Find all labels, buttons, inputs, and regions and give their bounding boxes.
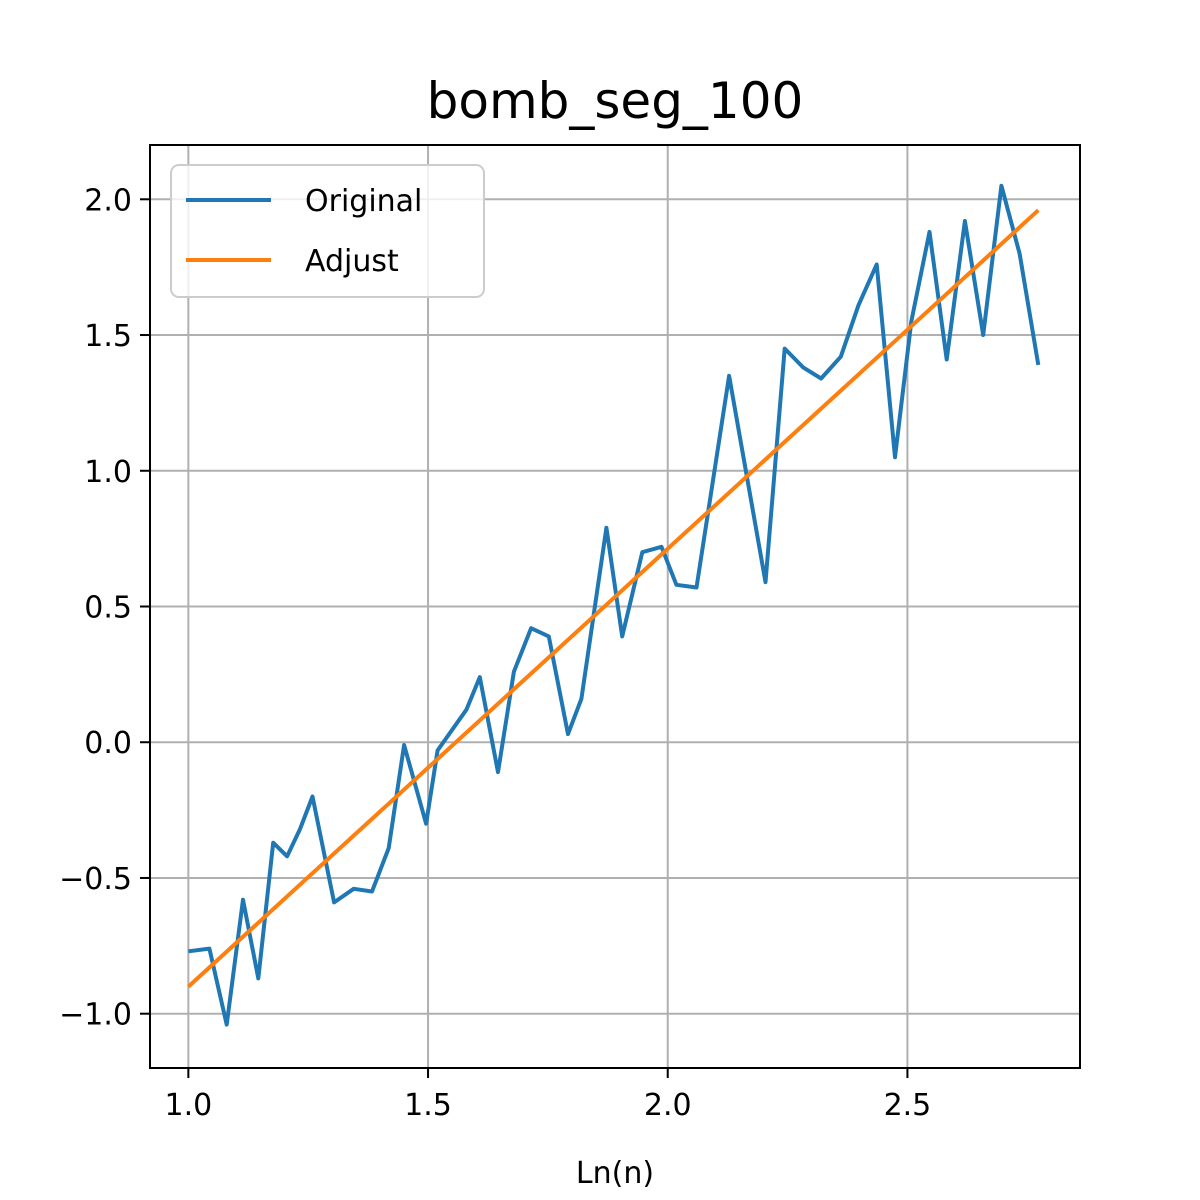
legend-label-adjust: Adjust [305, 244, 399, 279]
grid-lines [150, 145, 1080, 1068]
legend-label-original: Original [305, 184, 422, 219]
x-tick-label: 1.0 [164, 1088, 212, 1123]
y-tick-label: 2.0 [84, 183, 132, 218]
series-line-original [188, 183, 1041, 1027]
y-tick-label: 0.5 [84, 591, 132, 626]
x-tick-label: 1.5 [404, 1088, 452, 1123]
y-tick-label: 1.0 [84, 455, 132, 490]
chart-title: bomb_seg_100 [427, 72, 804, 130]
y-tick-label: −0.5 [59, 862, 132, 897]
y-tick-label: 1.5 [84, 319, 132, 354]
series-line-adjust [187, 208, 1040, 989]
legend: Original Adjust [170, 164, 485, 298]
x-tick-label: 2.5 [884, 1088, 932, 1123]
y-tick-label: −1.0 [59, 998, 132, 1033]
y-tick-label: 0.0 [84, 726, 132, 761]
x-tick-label: 2.0 [644, 1088, 692, 1123]
series-layer [187, 183, 1041, 1027]
y-axis: −1.0 −0.5 0.0 0.5 1.0 1.5 2.0 [59, 183, 150, 1033]
x-axis-label: Ln(n) [576, 1156, 654, 1191]
x-axis: 1.0 1.5 2.0 2.5 [164, 1068, 931, 1123]
